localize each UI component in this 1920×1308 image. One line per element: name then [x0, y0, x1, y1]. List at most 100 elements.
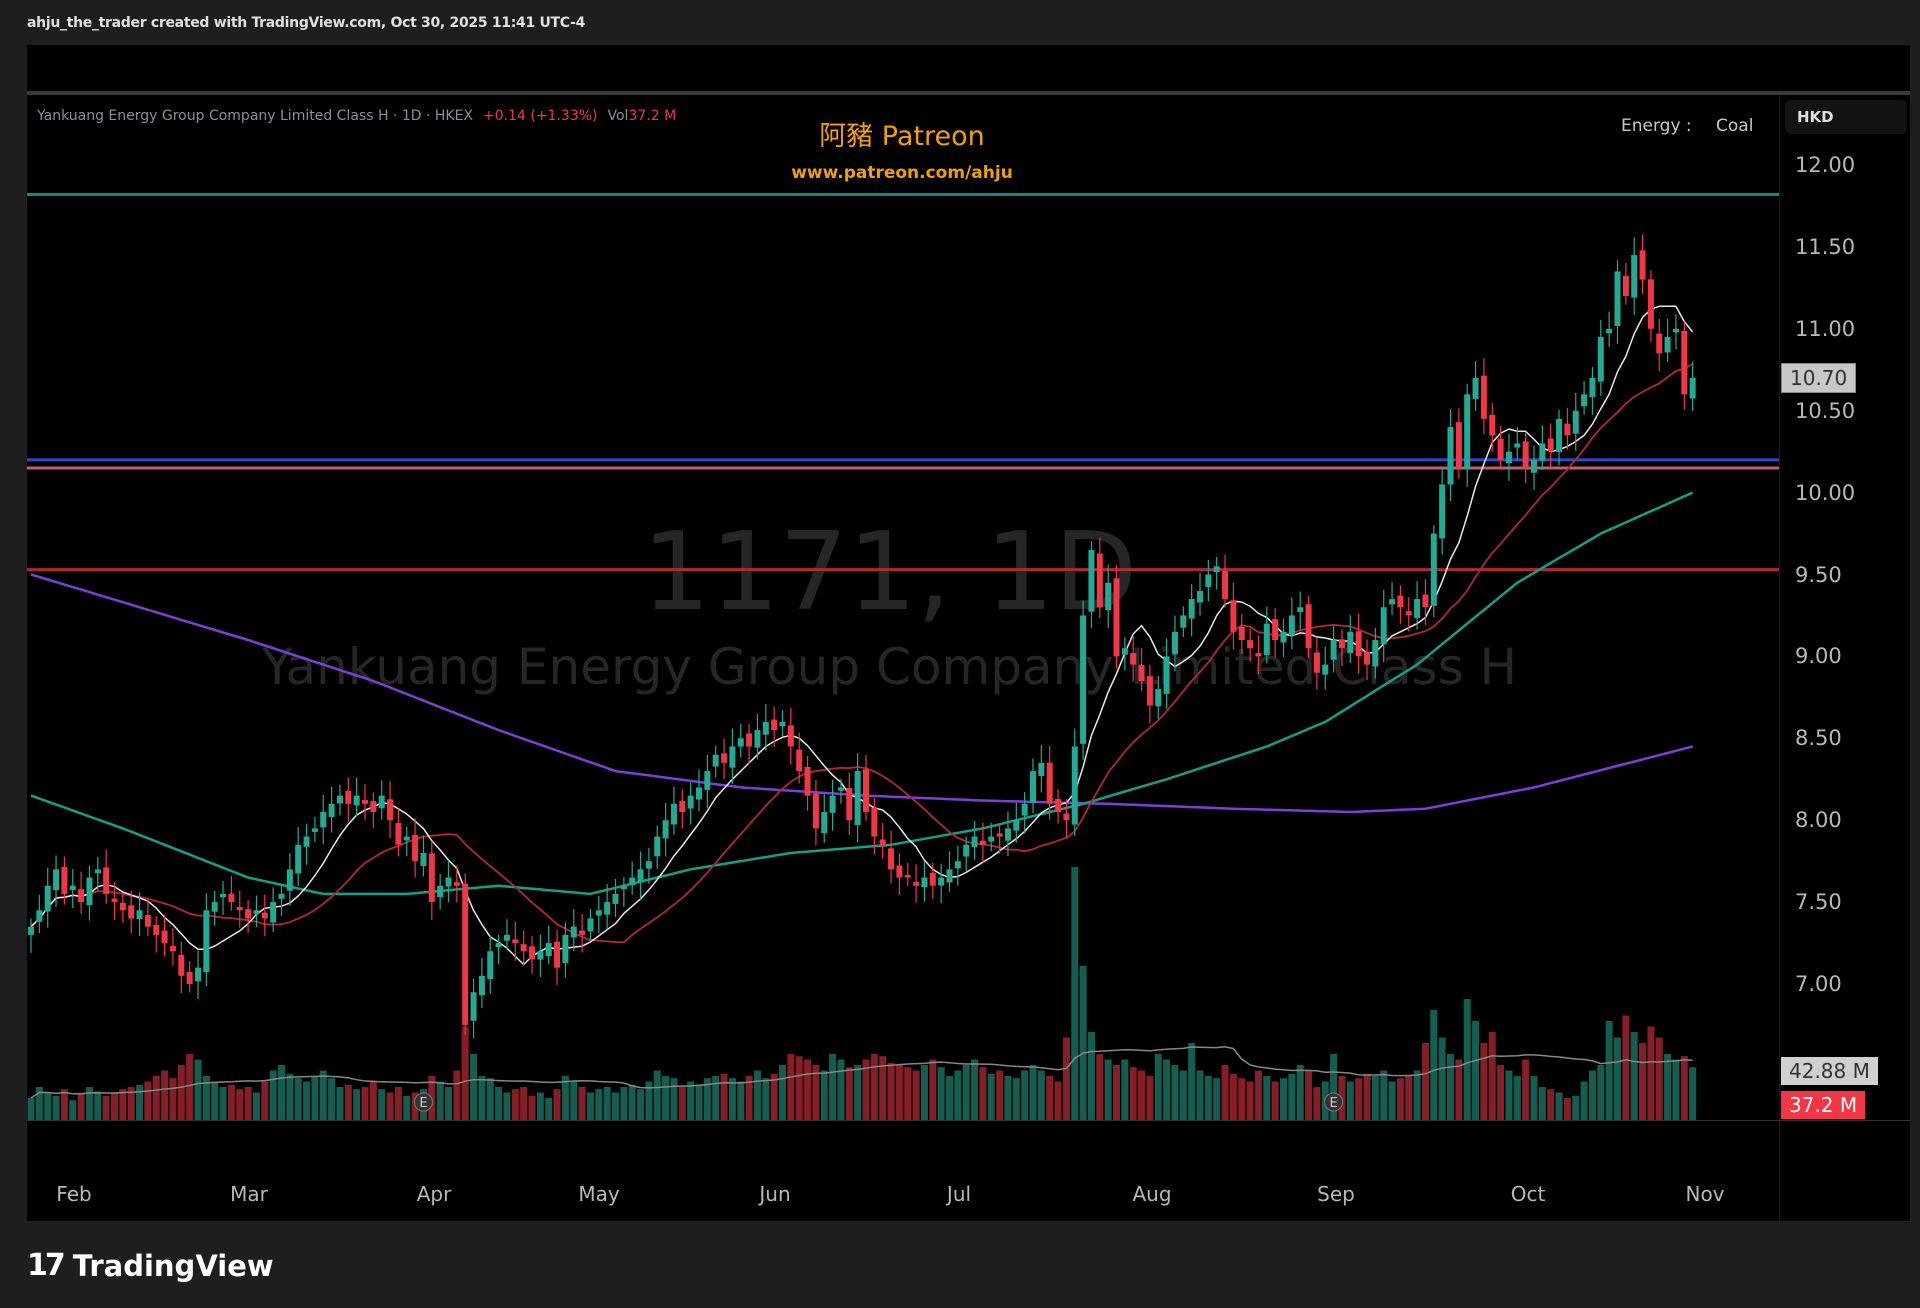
currency-selector[interactable]: HKD: [1785, 100, 1907, 134]
candle: [1121, 648, 1128, 655]
candle: [562, 934, 569, 964]
volume-bar: [1396, 1078, 1404, 1120]
candle: [1364, 651, 1370, 665]
candle: [1497, 438, 1504, 460]
volume-bar: [202, 1076, 210, 1120]
candle: [1414, 599, 1421, 618]
brand-name: TradingView: [72, 1248, 274, 1283]
volume-bar: [845, 1067, 853, 1120]
candle: [1539, 443, 1546, 461]
candle: [796, 749, 803, 772]
volume-bar: [386, 1092, 394, 1120]
volume-bar: [971, 1059, 979, 1120]
volume-bar: [453, 1070, 461, 1120]
time-label: Apr: [416, 1182, 452, 1206]
volume-bar: [653, 1070, 661, 1120]
volume-bar: [1664, 1054, 1672, 1120]
volume-bar: [353, 1089, 361, 1120]
candle: [295, 844, 302, 874]
candle: [1531, 459, 1537, 473]
candle: [1280, 631, 1287, 643]
volume-bar: [60, 1089, 68, 1120]
candle: [236, 906, 243, 911]
candle: [529, 946, 535, 960]
volume-bar: [645, 1081, 653, 1120]
candle: [996, 833, 1003, 837]
candle: [1338, 639, 1345, 649]
volume-bar: [461, 1026, 469, 1120]
volume-bar: [678, 1087, 686, 1120]
volume-bar: [478, 1076, 486, 1120]
watermark-ticker: 1171, 1D: [641, 510, 1138, 635]
candle: [1656, 333, 1663, 354]
volume-bar: [152, 1076, 160, 1120]
candle: [270, 902, 277, 923]
volume-bar: [1463, 999, 1471, 1120]
volume-bar: [937, 1067, 945, 1120]
candle: [1272, 619, 1279, 641]
tradingview-logo[interactable]: 17 TradingView: [27, 1248, 274, 1283]
volume-bar: [1547, 1089, 1555, 1120]
candle: [328, 803, 335, 817]
candle: [1589, 377, 1596, 398]
volume-bar: [211, 1081, 219, 1120]
candle: [1564, 423, 1571, 436]
candle: [1138, 665, 1145, 681]
candle: [620, 885, 627, 890]
promo-url[interactable]: www.patreon.com/ahju: [791, 163, 1013, 183]
candle: [629, 877, 636, 886]
candle: [1213, 566, 1220, 573]
volume-bar: [829, 1054, 837, 1120]
candle: [1080, 615, 1087, 744]
candle: [36, 910, 43, 922]
candle: [1547, 438, 1554, 452]
candle: [370, 801, 377, 813]
volume-bar: [1505, 1070, 1513, 1120]
candle: [871, 807, 878, 837]
volume-bar: [1179, 1070, 1187, 1120]
candle: [345, 790, 352, 804]
candle: [837, 787, 844, 791]
candle: [662, 820, 669, 839]
volume-bar: [1680, 1056, 1688, 1120]
volume-bar: [470, 1054, 478, 1120]
ma-200-line: [30, 573, 1693, 814]
symbol-title[interactable]: Yankuang Energy Group Company Limited Cl…: [37, 108, 474, 124]
candle: [445, 877, 452, 887]
volume-bar: [1062, 1037, 1070, 1120]
candle: [1689, 377, 1696, 399]
candle: [1155, 689, 1162, 707]
volume-bar: [361, 1087, 369, 1120]
price-tick-label: 11.50: [1795, 234, 1856, 259]
ma-fast-line: [30, 305, 1694, 966]
volume-bar: [520, 1087, 528, 1120]
chart-frame: [27, 45, 1910, 1221]
price-tick-label: 7.00: [1795, 972, 1842, 996]
volume-bar: [586, 1092, 594, 1120]
volume-bar: [1472, 1021, 1480, 1120]
candle: [261, 912, 268, 919]
volume-bar: [996, 1070, 1004, 1120]
candle: [979, 840, 986, 845]
volume-bar: [1388, 1081, 1396, 1120]
candle: [1113, 578, 1120, 657]
candle: [228, 893, 235, 903]
volume-bar: [85, 1087, 93, 1120]
volume-tag: 37.2 M: [1781, 1091, 1866, 1119]
candle: [1472, 377, 1479, 399]
volume-bar: [1296, 1065, 1304, 1120]
candle: [579, 930, 586, 935]
candle: [863, 769, 869, 813]
volume-bar: [528, 1095, 536, 1120]
volume-bar: [854, 1065, 862, 1120]
volume-bar: [1154, 1054, 1162, 1120]
time-label: Nov: [1685, 1182, 1725, 1206]
volume-bar: [294, 1078, 302, 1120]
volume-bar: [194, 1059, 202, 1120]
candle: [1672, 328, 1679, 333]
candle: [537, 951, 544, 960]
candle: [679, 800, 686, 813]
volume-bar: [1305, 1070, 1313, 1120]
candle: [353, 795, 360, 806]
